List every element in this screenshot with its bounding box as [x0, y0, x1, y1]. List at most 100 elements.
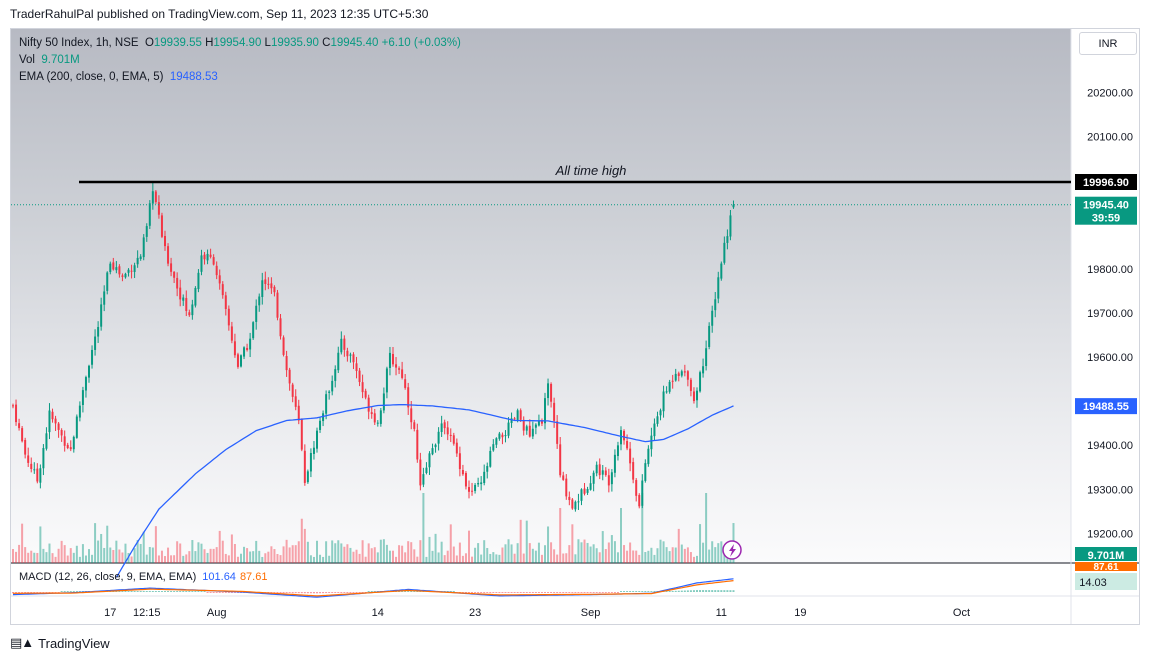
candle-body [662, 391, 665, 412]
candle-body [106, 272, 109, 291]
candle-body [72, 436, 75, 450]
candle-body [148, 203, 151, 226]
macd-histogram-bar [410, 591, 413, 592]
high-value: 19954.90 [213, 37, 262, 49]
candle-body [145, 226, 148, 237]
time-tick-label: 23 [469, 607, 481, 619]
volume-bar [516, 543, 519, 563]
candle-body [413, 422, 416, 429]
volume-bar [580, 542, 583, 563]
macd-histogram-bar [702, 590, 705, 592]
macd-histogram-bar [623, 591, 626, 592]
volume-bar [559, 508, 562, 563]
macd-label[interactable]: MACD (12, 26, close, 9, EMA, EMA) [19, 571, 197, 583]
candle-body [30, 463, 33, 470]
volume-bar [346, 544, 349, 563]
macd-histogram-bar [589, 592, 592, 593]
macd-histogram-bar [592, 592, 595, 593]
macd-histogram-bar [632, 591, 635, 592]
candle-body [179, 287, 182, 300]
volume-bar [370, 548, 373, 563]
volume-bar [443, 555, 446, 563]
candle-body [209, 254, 212, 257]
volume-bar [285, 539, 288, 563]
chart-background [11, 29, 1071, 563]
volume-bar [312, 556, 315, 563]
volume-bar [227, 555, 230, 563]
chart-frame[interactable]: All time high 20200.00 20100.00 19800.00 19… [10, 28, 1140, 625]
macd-histogram-bar [413, 591, 416, 592]
volume-axis-label: 9.701M [1075, 547, 1137, 562]
volume-bar [431, 550, 434, 563]
candle-body [243, 347, 246, 357]
volume-bar [203, 549, 206, 563]
alert-lightning-icon[interactable] [722, 540, 742, 560]
candle-body [42, 448, 45, 469]
macd-histogram-bar [483, 592, 486, 593]
volume-bar [176, 541, 179, 563]
close-value: 19945.40 [330, 37, 379, 49]
candle-body [492, 444, 495, 451]
candle-body [528, 425, 531, 437]
macd-histogram-bar [556, 592, 559, 593]
macd-histogram-bar [45, 592, 48, 593]
macd-histogram-bar [224, 592, 227, 593]
candle-body [702, 366, 705, 374]
volume-bar [440, 541, 443, 563]
volume-bar [373, 547, 376, 563]
candle-body [337, 352, 340, 371]
macd-histogram-bar [230, 592, 233, 593]
volume-bar [118, 549, 121, 563]
candle-body [668, 381, 671, 392]
all-time-high-annotation[interactable]: All time high [555, 163, 627, 178]
candle-body [203, 254, 206, 260]
candle-body [699, 372, 702, 392]
candle-body [428, 453, 431, 468]
volume-bar [212, 548, 215, 563]
macd-histogram-bar [504, 592, 507, 593]
volume-bar [340, 543, 343, 563]
symbol-label[interactable]: Nifty 50 Index, 1h, NSE [19, 37, 139, 49]
candle-body [635, 480, 638, 496]
volume-bar [103, 547, 106, 563]
macd-histogram-bar [686, 590, 689, 592]
candle-body [45, 433, 48, 449]
volume-bar [88, 549, 90, 563]
macd-histogram-bar [121, 591, 124, 592]
candle-body [176, 277, 179, 289]
volume-bar [355, 549, 358, 563]
volume-bar [547, 526, 550, 563]
volume-bar [139, 543, 142, 563]
volume-bar [173, 555, 176, 563]
macd-histogram-bar [513, 592, 516, 593]
volume-bar [656, 548, 659, 563]
candle-body [230, 326, 233, 341]
ema-label[interactable]: EMA (200, close, 0, EMA, 5) [19, 71, 164, 83]
macd-histogram-bar [471, 592, 474, 593]
volume-bar [154, 526, 157, 563]
macd-histogram-bar [446, 591, 449, 592]
candle-body [115, 267, 118, 271]
volume-bar [261, 556, 264, 563]
tradingview-brand[interactable]: ▤▲ TradingView [10, 635, 110, 651]
candle-body [355, 363, 358, 371]
candle-body [370, 412, 373, 415]
candle-body [443, 422, 446, 429]
macd-histogram-bar [367, 591, 370, 592]
macd-histogram-bar [583, 592, 586, 593]
currency-button[interactable]: INR [1079, 32, 1137, 55]
candle-body [379, 410, 382, 424]
volume-bar [641, 493, 644, 563]
macd-histogram-bar [164, 591, 166, 592]
macd-histogram-bar [72, 591, 75, 592]
volume-label[interactable]: Vol [19, 54, 35, 66]
ema-200-line[interactable] [115, 403, 734, 578]
volume-bar [629, 542, 632, 563]
candle-body [170, 263, 173, 272]
macd-histogram-bar [39, 592, 42, 593]
price-chart[interactable]: All time high 20200.00 20100.00 19800.00 19… [11, 29, 1140, 625]
candle-body [598, 464, 601, 476]
volume-bar [51, 553, 54, 563]
candle-body [288, 369, 291, 384]
volume-bar [188, 551, 191, 563]
